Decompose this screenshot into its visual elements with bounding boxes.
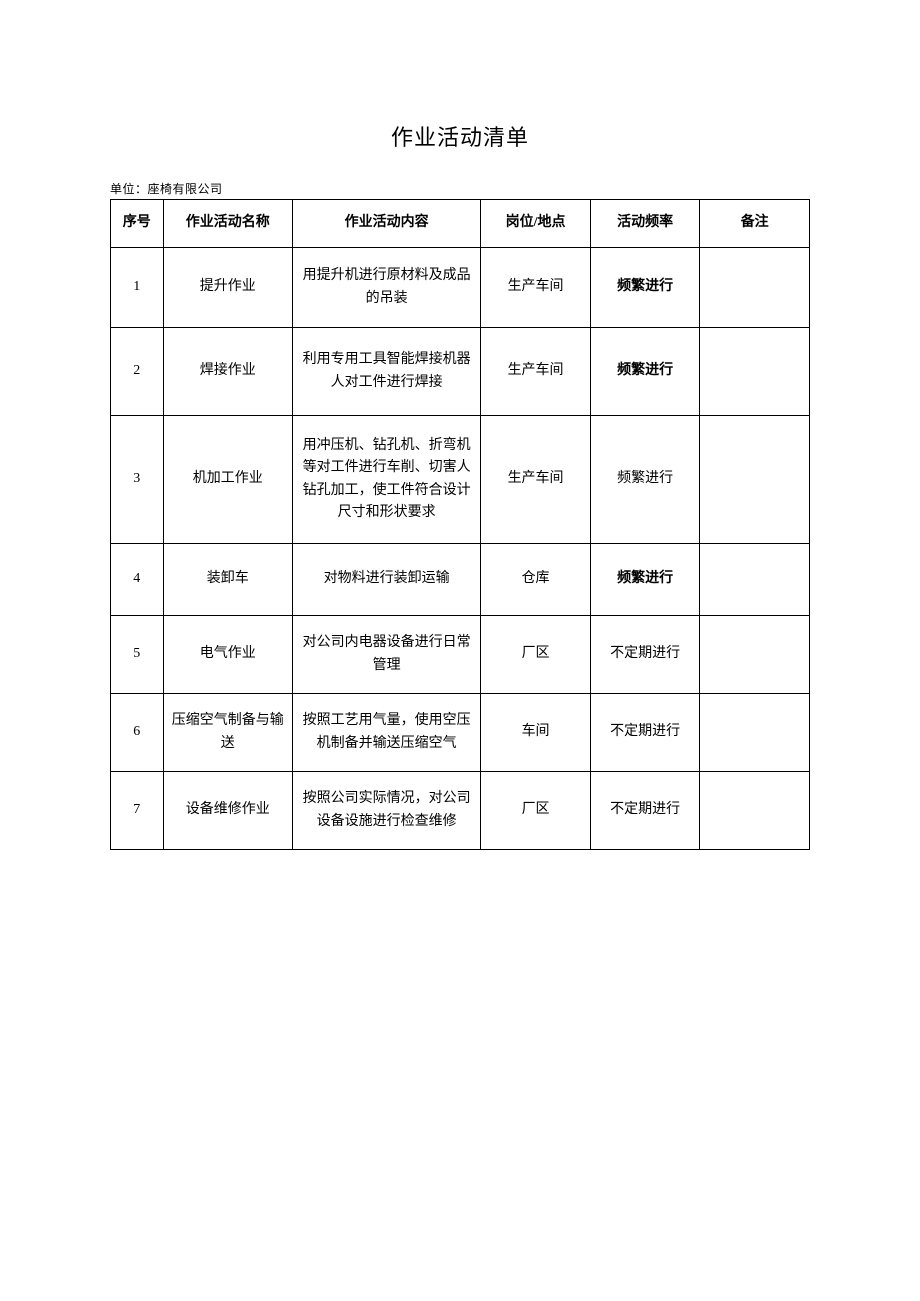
table-row: 5电气作业对公司内电器设备进行日常管理厂区不定期进行 xyxy=(111,616,810,694)
cell-note xyxy=(700,772,810,850)
table-row: 4装卸车对物料进行装卸运输仓库频繁进行 xyxy=(111,544,810,616)
table-row: 6压缩空气制备与输送按照工艺用气量，使用空压机制备并输送压缩空气车间不定期进行 xyxy=(111,694,810,772)
cell-note xyxy=(700,416,810,544)
col-content-header: 作业活动内容 xyxy=(292,200,480,248)
col-seq-header: 序号 xyxy=(111,200,164,248)
cell-location: 厂区 xyxy=(481,772,591,850)
cell-note xyxy=(700,248,810,328)
cell-freq: 不定期进行 xyxy=(590,616,700,694)
cell-location: 生产车间 xyxy=(481,328,591,416)
table-row: 1提升作业用提升机进行原材料及成品的吊装生产车间频繁进行 xyxy=(111,248,810,328)
cell-name: 提升作业 xyxy=(163,248,292,328)
cell-location: 车间 xyxy=(481,694,591,772)
cell-location: 生产车间 xyxy=(481,248,591,328)
cell-name: 机加工作业 xyxy=(163,416,292,544)
cell-location: 厂区 xyxy=(481,616,591,694)
cell-content: 利用专用工具智能焊接机器人对工件进行焊接 xyxy=(292,328,480,416)
cell-content: 用冲压机、钻孔机、折弯机等对工件进行车削、切害人钻孔加工，使工件符合设计尺寸和形… xyxy=(292,416,480,544)
cell-content: 对公司内电器设备进行日常管理 xyxy=(292,616,480,694)
cell-freq: 不定期进行 xyxy=(590,772,700,850)
cell-seq: 3 xyxy=(111,416,164,544)
cell-note xyxy=(700,544,810,616)
cell-seq: 7 xyxy=(111,772,164,850)
cell-content: 用提升机进行原材料及成品的吊装 xyxy=(292,248,480,328)
cell-seq: 5 xyxy=(111,616,164,694)
cell-freq: 频繁进行 xyxy=(590,248,700,328)
cell-name: 电气作业 xyxy=(163,616,292,694)
cell-freq: 频繁进行 xyxy=(590,328,700,416)
col-location-header: 岗位/地点 xyxy=(481,200,591,248)
table-body: 1提升作业用提升机进行原材料及成品的吊装生产车间频繁进行2焊接作业利用专用工具智… xyxy=(111,248,810,850)
cell-note xyxy=(700,616,810,694)
cell-freq: 频繁进行 xyxy=(590,544,700,616)
cell-name: 设备维修作业 xyxy=(163,772,292,850)
cell-name: 焊接作业 xyxy=(163,328,292,416)
table-header-row: 序号 作业活动名称 作业活动内容 岗位/地点 活动频率 备注 xyxy=(111,200,810,248)
cell-note xyxy=(700,328,810,416)
cell-content: 对物料进行装卸运输 xyxy=(292,544,480,616)
col-note-header: 备注 xyxy=(700,200,810,248)
cell-content: 按照工艺用气量，使用空压机制备并输送压缩空气 xyxy=(292,694,480,772)
cell-location: 生产车间 xyxy=(481,416,591,544)
col-name-header: 作业活动名称 xyxy=(163,200,292,248)
cell-content: 按照公司实际情况，对公司设备设施进行检查维修 xyxy=(292,772,480,850)
col-freq-header: 活动频率 xyxy=(590,200,700,248)
cell-freq: 不定期进行 xyxy=(590,694,700,772)
cell-note xyxy=(700,694,810,772)
page-title: 作业活动清单 xyxy=(110,120,810,152)
cell-seq: 1 xyxy=(111,248,164,328)
table-row: 7设备维修作业按照公司实际情况，对公司设备设施进行检查维修厂区不定期进行 xyxy=(111,772,810,850)
cell-location: 仓库 xyxy=(481,544,591,616)
cell-seq: 6 xyxy=(111,694,164,772)
cell-seq: 2 xyxy=(111,328,164,416)
cell-seq: 4 xyxy=(111,544,164,616)
cell-name: 压缩空气制备与输送 xyxy=(163,694,292,772)
unit-label: 单位：座椅有限公司 xyxy=(110,180,810,197)
cell-name: 装卸车 xyxy=(163,544,292,616)
cell-freq: 频繁进行 xyxy=(590,416,700,544)
table-row: 3机加工作业用冲压机、钻孔机、折弯机等对工件进行车削、切害人钻孔加工，使工件符合… xyxy=(111,416,810,544)
table-row: 2焊接作业利用专用工具智能焊接机器人对工件进行焊接生产车间频繁进行 xyxy=(111,328,810,416)
activity-table: 序号 作业活动名称 作业活动内容 岗位/地点 活动频率 备注 1提升作业用提升机… xyxy=(110,199,810,850)
